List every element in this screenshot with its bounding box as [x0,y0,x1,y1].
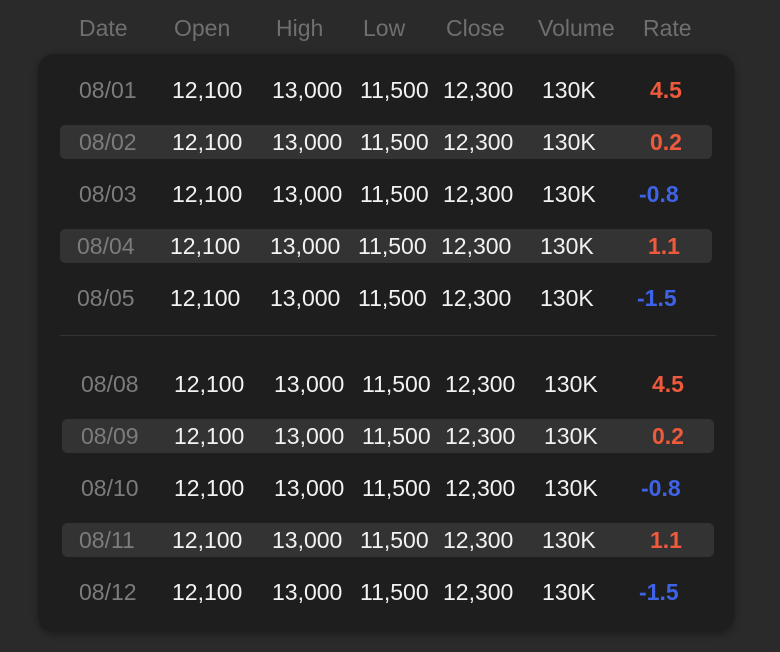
cell-date: 08/09 [81,423,139,449]
table-row[interactable]: 08/10 12,100 13,000 11,500 12,300 130K -0.8 [62,471,714,505]
cell-high: 13,000 [274,423,345,449]
header-high[interactable]: High [276,15,324,41]
cell-close: 12,300 [445,475,516,501]
cell-open: 12,100 [172,129,243,155]
cell-open: 12,100 [172,181,243,207]
cell-rate: -0.8 [639,181,679,207]
header-rate[interactable]: Rate [643,15,692,41]
cell-close: 12,300 [443,579,514,605]
cell-rate: 1.1 [650,527,682,553]
cell-date: 08/02 [79,129,137,155]
cell-open: 12,100 [172,527,243,553]
cell-open: 12,100 [174,423,245,449]
cell-rate: 0.2 [650,129,682,155]
table-row[interactable]: 08/12 12,100 13,000 11,500 12,300 130K -1.5 [62,575,714,609]
cell-date: 08/05 [77,285,135,311]
cell-volume: 130K [540,233,594,259]
table-row[interactable]: 08/01 12,100 13,000 11,500 12,300 130K 4.5 [60,73,712,107]
cell-low: 11,500 [360,77,429,103]
cell-low: 11,500 [358,233,427,259]
cell-date: 08/10 [81,475,139,501]
cell-volume: 130K [540,285,594,311]
cell-close: 12,300 [441,285,512,311]
header-low[interactable]: Low [363,15,406,41]
cell-open: 12,100 [172,77,243,103]
table-row[interactable]: 08/02 12,100 13,000 11,500 12,300 130K 0.2 [60,125,712,159]
cell-low: 11,500 [360,181,429,207]
cell-high: 13,000 [272,527,343,553]
cell-close: 12,300 [445,423,516,449]
cell-low: 11,500 [360,527,429,553]
cell-volume: 130K [544,475,598,501]
group-divider [60,335,716,336]
table-row[interactable]: 08/05 12,100 13,000 11,500 12,300 130K -1.5 [60,281,712,315]
table-row[interactable]: 08/04 12,100 13,000 11,500 12,300 130K 1.1 [60,229,712,263]
cell-volume: 130K [542,129,596,155]
cell-date: 08/11 [79,527,135,553]
cell-date: 08/04 [77,233,135,259]
cell-close: 12,300 [443,129,514,155]
cell-volume: 130K [542,579,596,605]
cell-high: 13,000 [272,77,343,103]
cell-high: 13,000 [274,371,345,397]
cell-close: 12,300 [441,233,512,259]
cell-open: 12,100 [174,371,245,397]
cell-volume: 130K [542,181,596,207]
cell-high: 13,000 [272,181,343,207]
cell-high: 13,000 [274,475,345,501]
table-row[interactable]: 08/09 12,100 13,000 11,500 12,300 130K 0.2 [62,419,714,453]
cell-low: 11,500 [362,371,431,397]
cell-date: 08/12 [79,579,137,605]
cell-close: 12,300 [443,77,514,103]
table-row[interactable]: 08/03 12,100 13,000 11,500 12,300 130K -0.8 [60,177,712,211]
cell-open: 12,100 [172,579,243,605]
cell-low: 11,500 [362,475,431,501]
table-row[interactable]: 08/08 12,100 13,000 11,500 12,300 130K 4.5 [62,367,714,401]
cell-rate: 0.2 [652,423,684,449]
cell-rate: 1.1 [648,233,680,259]
cell-rate: -1.5 [639,579,679,605]
cell-rate: -0.8 [641,475,681,501]
cell-rate: 4.5 [652,371,684,397]
cell-volume: 130K [544,423,598,449]
cell-rate: 4.5 [650,77,682,103]
cell-open: 12,100 [170,233,241,259]
cell-low: 11,500 [360,579,429,605]
table-header: Date Open High Low Close Volume Rate [0,0,780,56]
cell-date: 08/01 [79,77,137,103]
cell-high: 13,000 [272,129,343,155]
cell-low: 11,500 [362,423,431,449]
cell-open: 12,100 [174,475,245,501]
cell-close: 12,300 [443,527,514,553]
cell-open: 12,100 [170,285,241,311]
table-row[interactable]: 08/11 12,100 13,000 11,500 12,300 130K 1.1 [62,523,714,557]
cell-high: 13,000 [270,285,341,311]
cell-high: 13,000 [270,233,341,259]
cell-close: 12,300 [443,181,514,207]
header-date[interactable]: Date [79,15,128,41]
header-close[interactable]: Close [446,15,505,41]
cell-high: 13,000 [272,579,343,605]
cell-volume: 130K [542,527,596,553]
cell-date: 08/08 [81,371,139,397]
cell-volume: 130K [544,371,598,397]
header-volume[interactable]: Volume [538,15,615,41]
cell-volume: 130K [542,77,596,103]
cell-low: 11,500 [360,129,429,155]
cell-rate: -1.5 [637,285,677,311]
cell-close: 12,300 [445,371,516,397]
header-open[interactable]: Open [174,15,231,41]
cell-low: 11,500 [358,285,427,311]
cell-date: 08/03 [79,181,137,207]
